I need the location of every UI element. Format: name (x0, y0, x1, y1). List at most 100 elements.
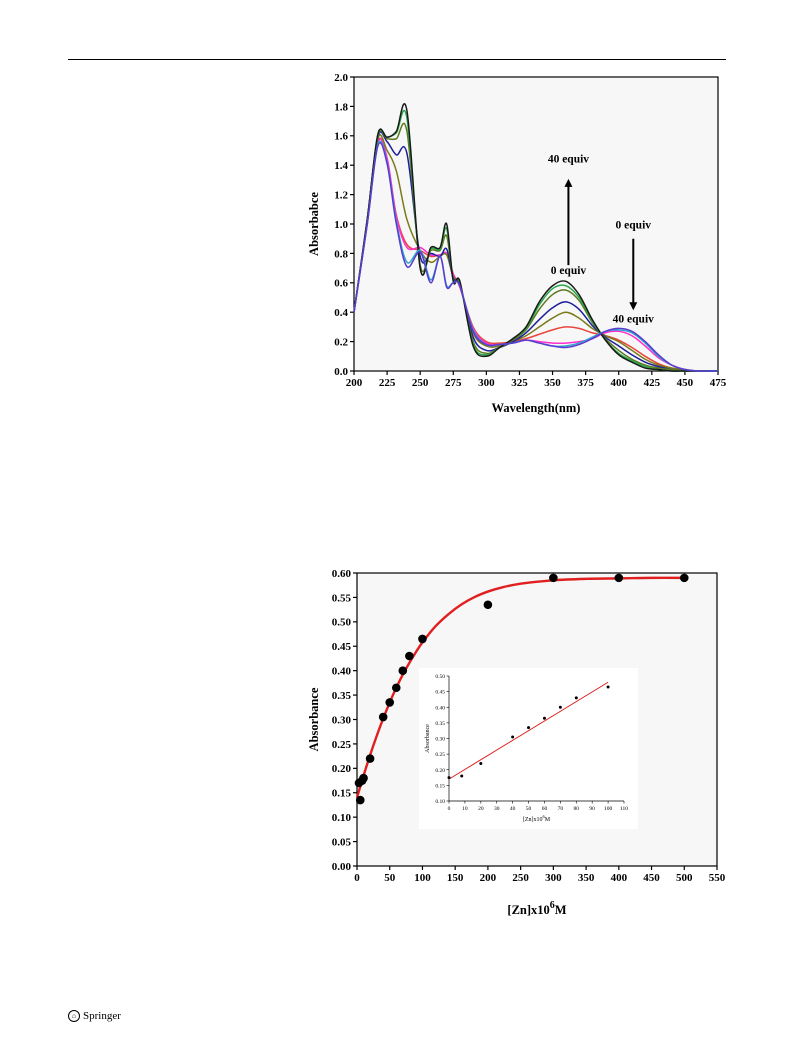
titration-y-tick-label: 0.30 (332, 714, 352, 726)
inset-x-tick-label: 60 (542, 806, 548, 812)
inset-y-tick-label: 0.20 (435, 768, 445, 774)
titration-y-tick-label: 0.35 (332, 690, 352, 702)
titration-data-point (355, 795, 365, 805)
spectra-y-tick-label: 0.2 (334, 336, 348, 348)
inset-x-tick-label: 20 (478, 806, 484, 812)
spectra-x-tick-label: 425 (644, 377, 661, 389)
spectra-x-tick-label: 275 (445, 377, 462, 389)
inset-x-tick-label: 50 (526, 806, 532, 812)
inset-x-axis-label-unit: M (545, 817, 551, 823)
titration-x-tick-label: 500 (676, 872, 693, 884)
inset-x-tick-label: 30 (494, 806, 500, 812)
titration-x-tick-label: 200 (480, 872, 497, 884)
inset-data-point (447, 776, 451, 780)
spectra-plot-background (355, 78, 717, 370)
inset-background (419, 668, 638, 829)
titration-data-point (679, 573, 689, 583)
footer-publisher: Springer (83, 1010, 121, 1022)
titration-y-tick-label: 0.45 (332, 641, 352, 653)
spectra-x-tick-label: 225 (379, 377, 396, 389)
spectrum-line-9 (353, 142, 719, 372)
inset-y-tick-label: 0.50 (435, 674, 445, 680)
spectra-y-tick-label: 0.4 (334, 307, 348, 319)
titration-x-tick-label: 300 (545, 872, 562, 884)
inset-x-tick-label: 10 (462, 806, 468, 812)
inset-data-point (527, 726, 531, 730)
titration-data-point (385, 698, 395, 707)
spectra-y-tick-label: 2.0 (334, 72, 348, 84)
titration-data-point (391, 683, 401, 693)
inset-x-tick-label: 110 (620, 806, 628, 812)
spectra-x-tick-label: 200 (346, 377, 363, 389)
titration-y-tick-label: 0.10 (332, 812, 352, 824)
titration-data-point (483, 600, 493, 610)
spectra-y-tick-label: 1.4 (334, 160, 348, 172)
titration-x-tick-label: 550 (709, 872, 726, 884)
inset-y-tick-label: 0.15 (435, 783, 445, 789)
footer: ⌂ Springer (68, 1010, 121, 1022)
inset-y-axis-label: Absorbance (425, 724, 431, 753)
titration-x-axis-label-sup: 6 (550, 900, 555, 911)
spectra-annotation-label: 40 equiv (548, 153, 589, 165)
inset-x-tick-label: 100 (604, 806, 613, 812)
titration-x-tick-label: 100 (414, 872, 431, 884)
titration-y-tick-label: 0.00 (332, 861, 352, 873)
titration-x-tick-label: 50 (384, 872, 396, 884)
inset-data-point (511, 735, 515, 739)
spectra-x-tick-label: 375 (577, 377, 594, 389)
titration-y-tick-label: 0.05 (332, 836, 352, 848)
spectra-y-tick-label: 0.8 (334, 248, 348, 260)
uv-vis-spectra-chart: 200 225 250 275 300 325 350 375 400 425 450 475 0.0 0… (300, 68, 740, 418)
titration-x-tick-label: 0 (354, 872, 360, 884)
inset-y-tick-label: 0.10 (435, 799, 445, 805)
titration-y-tick-label: 0.60 (332, 568, 352, 580)
titration-data-point (549, 573, 558, 583)
titration-y-tick-label: 0.40 (332, 666, 352, 678)
inset-x-axis-label-main: [Zn]x10 (523, 817, 543, 823)
spectra-x-axis-label: Wavelength(nm) (492, 401, 581, 415)
titration-data-point (418, 634, 427, 644)
annotation-arrow-up-head (564, 178, 573, 187)
inset-fit-line (448, 681, 609, 780)
spectra-x-tick-label: 250 (412, 377, 429, 389)
titration-y-tick-label: 0.55 (332, 592, 352, 604)
inset-x-axis-label-sup: 6 (543, 814, 546, 819)
titration-x-tick-label: 250 (512, 872, 529, 884)
inset-y-tick-label: 0.35 (435, 721, 445, 727)
annotation-arrow-down-head (629, 302, 638, 311)
titration-x-tick-label: 150 (447, 872, 464, 884)
spectra-y-tick-label: 0.0 (334, 366, 348, 378)
spectra-annotation-label: 0 equiv (616, 219, 652, 231)
titration-x-tick-label: 450 (643, 872, 660, 884)
titration-data-point (614, 573, 624, 583)
spectra-x-tick-label: 450 (677, 377, 694, 389)
spectra-y-axis-label: Absorbabce (307, 192, 321, 256)
spectra-y-tick-label: 1.8 (334, 101, 348, 113)
inset-x-tick-label: 0 (448, 806, 451, 812)
spectra-annotation-label: 0 equiv (551, 265, 587, 277)
spectra-x-tick-label: 300 (478, 377, 495, 389)
titration-x-tick-label: 400 (611, 872, 628, 884)
inset-x-axis-label: [Zn]x106M (523, 814, 551, 823)
inset-data-point (542, 716, 546, 720)
titration-data-point (359, 773, 368, 783)
titration-y-axis-label: Absorbance (307, 687, 321, 751)
springer-logo-icon: ⌂ (68, 1010, 80, 1022)
spectra-y-tick-label: 1.6 (334, 131, 348, 143)
spectra-x-tick-label: 475 (710, 377, 727, 389)
titration-y-tick-label: 0.25 (332, 739, 352, 751)
spectra-y-tick-label: 1.0 (334, 219, 348, 231)
absorbance-titration-svg: 0 50 100 150 200 250 300 350 400 450 500 5500.000.0… (307, 568, 726, 917)
top-rule (68, 59, 726, 60)
titration-y-tick-label: 0.50 (332, 617, 352, 629)
inset-y-tick-label: 0.25 (435, 752, 445, 758)
spectra-x-tick-label: 350 (544, 377, 561, 389)
inset-x-tick-label: 90 (589, 806, 595, 812)
titration-x-axis-label: [Zn]x106M (507, 900, 566, 917)
spectra-x-tick-label: 400 (610, 377, 627, 389)
inset-data-point (606, 685, 610, 689)
spectra-annotation-label: 40 equiv (613, 313, 654, 325)
inset-y-tick-label: 0.45 (435, 690, 445, 696)
titration-y-tick-label: 0.20 (332, 763, 352, 775)
spectra-y-tick-label: 0.6 (334, 278, 348, 290)
